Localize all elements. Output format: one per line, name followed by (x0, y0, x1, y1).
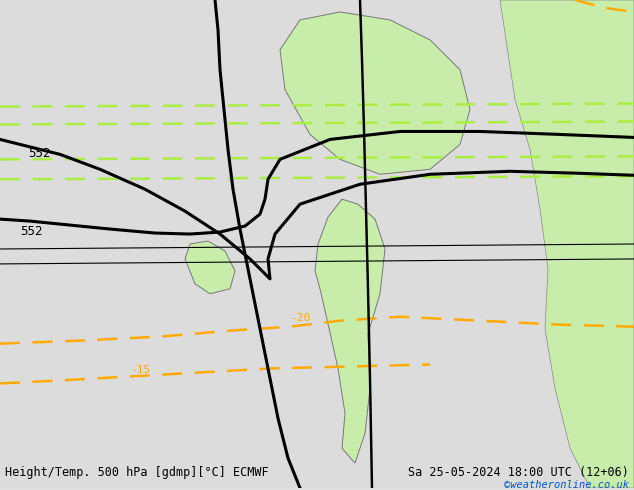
Text: -20: -20 (290, 313, 310, 323)
Polygon shape (500, 0, 634, 488)
Polygon shape (280, 12, 470, 174)
Text: Height/Temp. 500 hPa [gdmp][°C] ECMWF: Height/Temp. 500 hPa [gdmp][°C] ECMWF (5, 466, 269, 479)
Text: ©weatheronline.co.uk: ©weatheronline.co.uk (504, 480, 629, 490)
Text: 552: 552 (20, 225, 42, 238)
Polygon shape (185, 241, 235, 294)
Text: Sa 25-05-2024 18:00 UTC (12+06): Sa 25-05-2024 18:00 UTC (12+06) (408, 466, 629, 479)
Polygon shape (315, 199, 385, 463)
Text: -15: -15 (130, 366, 150, 375)
Text: 552: 552 (28, 147, 51, 160)
